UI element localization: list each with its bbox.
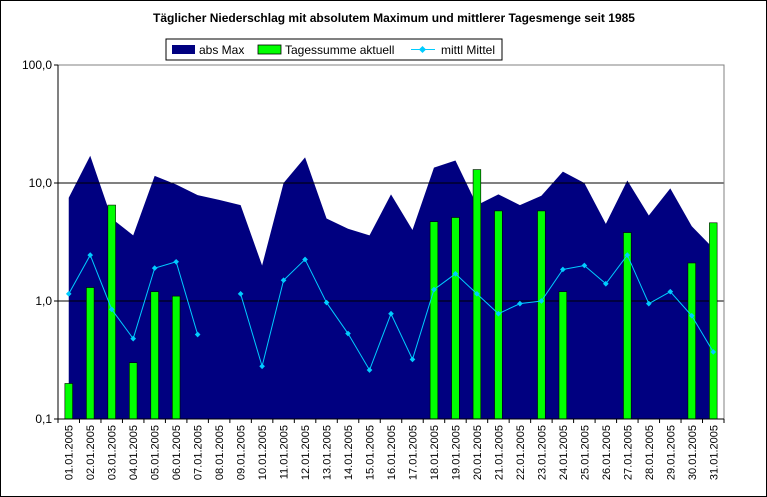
x-tick-label-13.01.2005: 13.01.2005	[322, 425, 334, 480]
x-tick-label-01.01.2005: 01.01.2005	[64, 425, 76, 480]
area-abs-max	[68, 155, 714, 420]
x-tick-label-25.01.2005: 25.01.2005	[579, 425, 591, 480]
x-tick-label-31.01.2005: 31.01.2005	[708, 425, 720, 480]
point-mittl-mittel-02.01.2005	[87, 252, 94, 258]
point-mittl-mittel-26.01.2005	[603, 280, 609, 287]
x-tick-label-10.01.2005: 10.01.2005	[257, 425, 269, 480]
point-mittl-mittel-13.01.2005	[323, 299, 330, 306]
x-tick-label-04.01.2005: 04.01.2005	[128, 425, 140, 480]
x-tick-label-15.01.2005: 15.01.2005	[365, 425, 377, 480]
x-tick-label-30.01.2005: 30.01.2005	[687, 425, 699, 480]
x-axis: 01.01.2005 02.01.2005 03.01.2005 04.01.2005…	[57, 418, 725, 480]
y-tick-label-1: 1,0	[35, 294, 52, 308]
bar-31.01.2005	[709, 222, 718, 420]
point-mittl-mittel-27.01.2005	[624, 252, 631, 258]
y-axis: 0,1 1,0 10,0 100,0	[22, 58, 59, 426]
bar-05.01.2005	[150, 291, 159, 420]
bar-30.01.2005	[687, 262, 696, 420]
x-tick-label-16.01.2005: 16.01.2005	[386, 425, 398, 480]
plot-area	[57, 64, 725, 420]
point-mittl-mittel-19.01.2005	[452, 270, 459, 277]
point-mittl-mittel-07.01.2005	[194, 331, 201, 338]
x-tick-label-14.01.2005: 14.01.2005	[343, 425, 355, 480]
y-tick-label-2: 10,0	[29, 176, 53, 190]
x-tick-label-21.01.2005: 21.01.2005	[493, 425, 505, 480]
bar-18.01.2005	[429, 221, 439, 420]
point-mittl-mittel-23.01.2005	[538, 298, 545, 304]
legend-label-mittl-mittel: mittl Mittel	[441, 43, 495, 57]
point-mittl-mittel-18.01.2005	[431, 286, 437, 293]
x-tick-label-28.01.2005: 28.01.2005	[644, 425, 656, 480]
chart-title: Täglicher Niederschlag mit absolutem Max…	[153, 11, 635, 25]
x-tick-label-18.01.2005: 18.01.2005	[429, 425, 441, 480]
point-mittl-mittel-11.01.2005	[280, 277, 287, 284]
x-tick-label-05.01.2005: 05.01.2005	[150, 425, 162, 480]
point-mittl-mittel-03.01.2005	[108, 306, 115, 313]
legend-marker-mittl-mittel	[418, 45, 427, 54]
bar-24.01.2005	[558, 291, 568, 420]
point-mittl-mittel-06.01.2005	[173, 258, 179, 265]
x-tick-label-17.01.2005: 17.01.2005	[407, 425, 419, 480]
point-mittl-mittel-09.01.2005	[237, 291, 244, 297]
x-tick-label-24.01.2005: 24.01.2005	[558, 425, 570, 480]
legend-swatch-tagessumme	[257, 44, 282, 55]
x-tick-label-12.01.2005: 12.01.2005	[300, 425, 312, 480]
bar-06.01.2005	[171, 295, 181, 420]
point-mittl-mittel-17.01.2005	[409, 356, 416, 363]
point-mittl-mittel-01.01.2005	[65, 291, 72, 297]
point-mittl-mittel-21.01.2005	[495, 310, 502, 317]
point-mittl-mittel-14.01.2005	[345, 330, 351, 337]
x-tick-label-08.01.2005: 08.01.2005	[214, 425, 226, 480]
point-mittl-mittel-31.01.2005	[710, 349, 717, 355]
x-tick-label-20.01.2005: 20.01.2005	[472, 425, 484, 480]
x-tick-label-23.01.2005: 23.01.2005	[536, 425, 548, 480]
point-mittl-mittel-16.01.2005	[388, 310, 394, 317]
x-tick-label-22.01.2005: 22.01.2005	[515, 425, 527, 480]
bar-19.01.2005	[451, 217, 460, 420]
y-tick-label-0: 0,1	[35, 412, 52, 426]
legend-swatch-abs-max	[172, 45, 195, 54]
point-mittl-mittel-30.01.2005	[688, 312, 695, 319]
point-mittl-mittel-22.01.2005	[517, 300, 523, 307]
x-tick-label-11.01.2005: 11.01.2005	[279, 425, 291, 479]
point-mittl-mittel-05.01.2005	[151, 265, 158, 271]
x-tick-label-03.01.2005: 03.01.2005	[107, 425, 119, 480]
x-tick-label-06.01.2005: 06.01.2005	[171, 425, 183, 480]
point-mittl-mittel-15.01.2005	[366, 367, 373, 373]
legend-label-tagessumme: Tagessumme aktuell	[285, 43, 394, 57]
point-mittl-mittel-04.01.2005	[130, 335, 137, 342]
x-tick-label-07.01.2005: 07.01.2005	[193, 425, 205, 480]
point-mittl-mittel-25.01.2005	[581, 262, 588, 269]
bar-04.01.2005	[129, 362, 138, 420]
x-tick-label-27.01.2005: 27.01.2005	[622, 425, 634, 480]
legend-label-abs-max: abs Max	[199, 43, 244, 57]
bar-01.01.2005	[64, 383, 73, 420]
bar-23.01.2005	[537, 210, 546, 420]
legend-box	[165, 38, 503, 61]
point-mittl-mittel-10.01.2005	[259, 363, 265, 370]
legend: abs Max Tagessumme aktuell mittl Mittel	[165, 38, 503, 61]
point-mittl-mittel-28.01.2005	[645, 300, 652, 307]
x-tick-label-29.01.2005: 29.01.2005	[665, 425, 677, 480]
y-tick-label-3: 100,0	[22, 58, 52, 72]
point-mittl-mittel-12.01.2005	[302, 256, 308, 263]
x-tick-label-09.01.2005: 09.01.2005	[236, 425, 248, 480]
point-mittl-mittel-29.01.2005	[667, 288, 674, 295]
x-tick-label-02.01.2005: 02.01.2005	[85, 425, 97, 480]
bar-02.01.2005	[86, 287, 95, 420]
point-mittl-mittel-24.01.2005	[560, 266, 566, 273]
point-mittl-mittel-20.01.2005	[474, 291, 480, 297]
x-tick-label-19.01.2005: 19.01.2005	[450, 425, 462, 480]
x-tick-label-26.01.2005: 26.01.2005	[601, 425, 613, 480]
